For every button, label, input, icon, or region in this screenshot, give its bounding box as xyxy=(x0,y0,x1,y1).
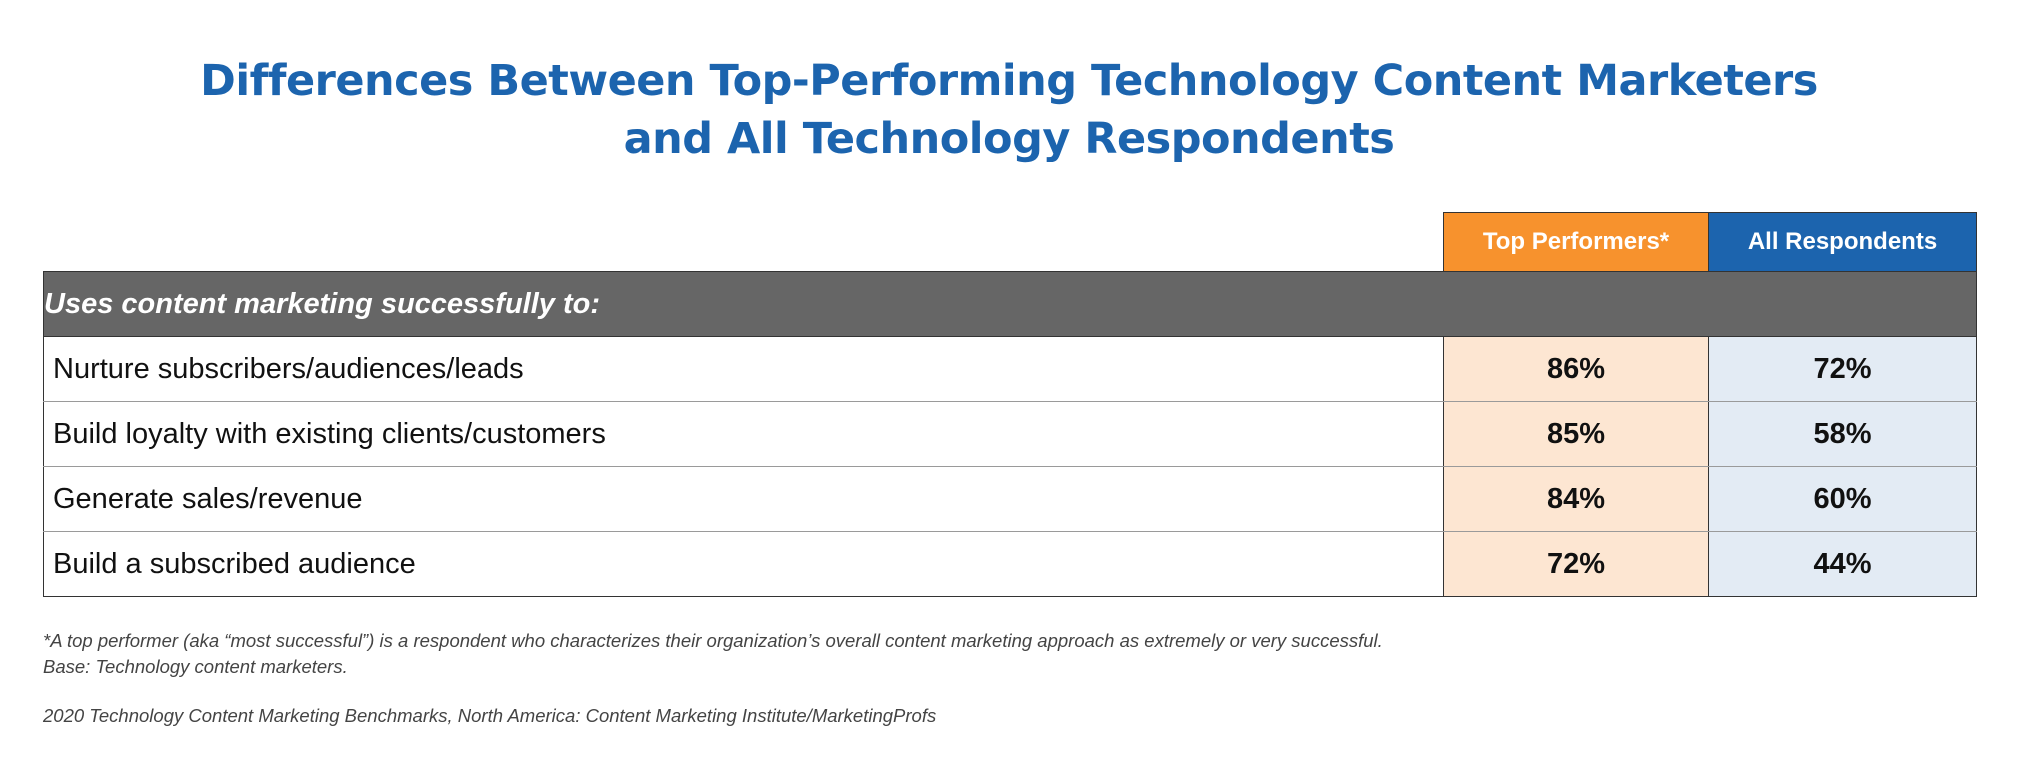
table-row: Build loyalty with existing clients/cust… xyxy=(43,401,1977,467)
footnote: *A top performer (aka “most successful”)… xyxy=(43,628,1383,680)
all-respondents-value: 44% xyxy=(1708,531,1977,597)
row-label: Nurture subscribers/audiences/leads xyxy=(43,336,1444,402)
top-performers-value: 72% xyxy=(1443,531,1709,597)
top-performers-value: 85% xyxy=(1443,401,1709,467)
table-row: Nurture subscribers/audiences/leads 86% 72… xyxy=(43,336,1977,402)
chart-title-line-1: Differences Between Top-Performing Techn… xyxy=(200,56,1818,106)
source-citation: 2020 Technology Content Marketing Benchm… xyxy=(43,705,937,726)
chart-title-line-2: and All Technology Respondents xyxy=(623,114,1395,164)
table-row: Build a subscribed audience 72% 44% xyxy=(43,531,1977,597)
table-row: Generate sales/revenue 84% 60% xyxy=(43,466,1977,532)
top-performers-value: 84% xyxy=(1443,466,1709,532)
benchmark-table: Top Performers* All Respondents Uses con… xyxy=(43,212,1977,597)
column-header-all-respondents: All Respondents xyxy=(1708,212,1977,272)
base-note: Base: Technology content marketers. xyxy=(43,656,348,677)
section-header-label: Uses content marketing successfully to: xyxy=(43,271,1977,337)
section-header-row: Uses content marketing successfully to: xyxy=(43,271,1977,337)
all-respondents-value: 60% xyxy=(1708,466,1977,532)
header-spacer xyxy=(44,213,1444,272)
row-label: Build loyalty with existing clients/cust… xyxy=(43,401,1444,467)
column-header-top-performers: Top Performers* xyxy=(1443,212,1709,272)
all-respondents-value: 72% xyxy=(1708,336,1977,402)
all-respondents-value: 58% xyxy=(1708,401,1977,467)
row-label: Generate sales/revenue xyxy=(43,466,1444,532)
top-performers-value: 86% xyxy=(1443,336,1709,402)
top-performer-definition: *A top performer (aka “most successful”)… xyxy=(43,630,1383,651)
row-label: Build a subscribed audience xyxy=(43,531,1444,597)
column-header-row: Top Performers* All Respondents xyxy=(44,212,1977,272)
chart-title: Differences Between Top-Performing Techn… xyxy=(0,52,2018,168)
